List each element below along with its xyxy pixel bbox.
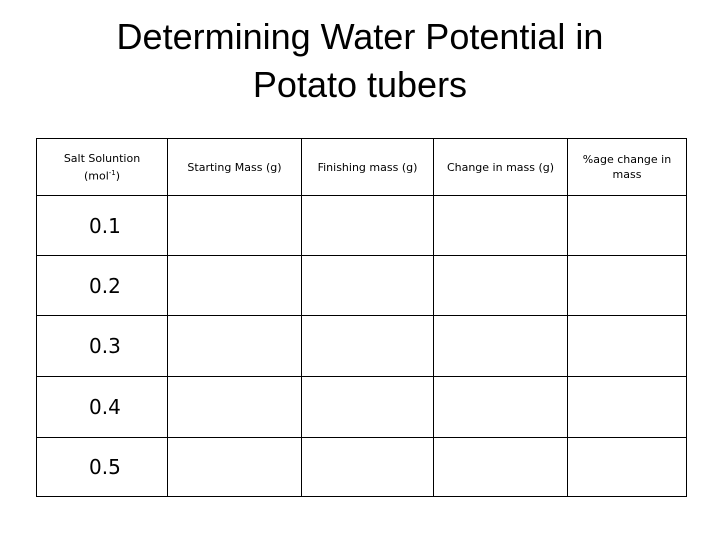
row-label: 0.2 [36,255,168,316]
empty-cell [167,376,302,438]
header-cell: Change in mass (g) [433,138,568,196]
table-row: 0.1 [36,195,687,256]
row-label: 0.1 [36,195,168,256]
title-line: Potato tubers [252,64,468,105]
header-cell: Salt Soluntion (mol-1) [36,138,168,196]
empty-cell [567,376,687,438]
header-unit: (mol [83,169,109,183]
empty-cell [433,315,568,377]
header-close: ) [115,169,121,183]
header-row: Salt Soluntion (mol-1) Starting Mass (g) … [36,138,687,196]
header-cell: Starting Mass (g) [167,138,302,196]
data-table: Salt Soluntion (mol-1) Starting Mass (g) … [36,138,687,497]
table-row: 0.3 [36,315,687,377]
empty-cell [433,255,568,316]
header-text: Salt Soluntion [63,151,141,165]
header-sup: -1 [108,168,116,177]
row-label: 0.3 [36,315,168,377]
header-cell: Finishing mass (g) [301,138,434,196]
empty-cell [433,437,568,497]
empty-cell [301,255,434,316]
empty-cell [167,195,302,256]
row-label: 0.4 [36,376,168,438]
empty-cell [167,437,302,497]
empty-cell [433,195,568,256]
table-row: 0.5 [36,437,687,497]
empty-cell [301,195,434,256]
empty-cell [567,315,687,377]
title-line: Determining Water Potential in [116,16,604,57]
empty-cell [301,376,434,438]
table-row: 0.4 [36,376,687,438]
empty-cell [301,315,434,377]
header-cell: %age change in mass [567,138,687,196]
empty-cell [433,376,568,438]
empty-cell [167,315,302,377]
table-row: 0.2 [36,255,687,316]
empty-cell [567,195,687,256]
empty-cell [567,255,687,316]
empty-cell [301,437,434,497]
row-label: 0.5 [36,437,168,497]
empty-cell [567,437,687,497]
empty-cell [167,255,302,316]
